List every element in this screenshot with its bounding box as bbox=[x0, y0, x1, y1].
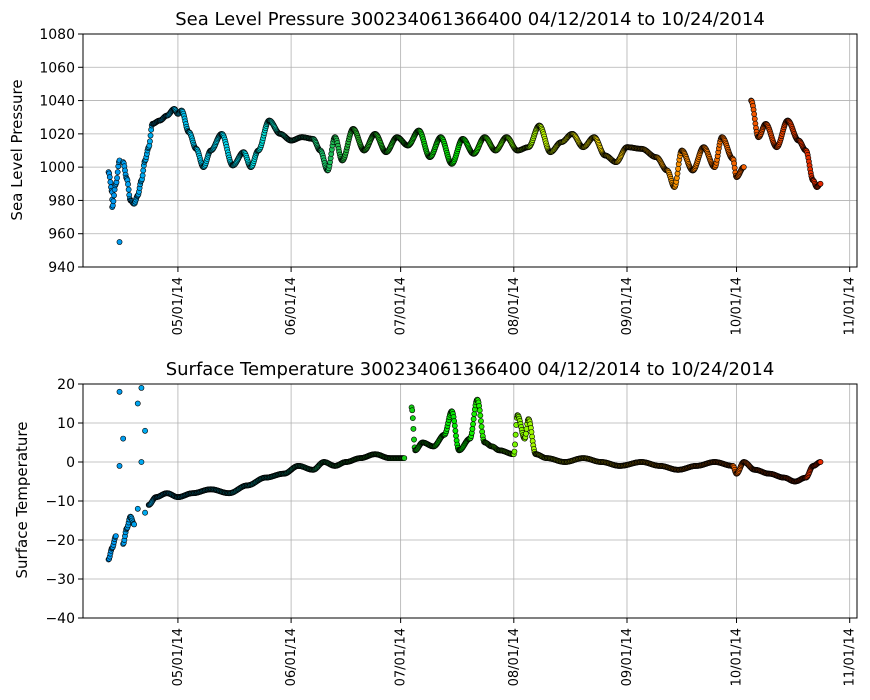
data-point bbox=[478, 423, 485, 430]
data-point bbox=[751, 115, 758, 122]
data-point bbox=[142, 509, 148, 516]
data-point bbox=[470, 421, 476, 428]
x-tick-label: 09/01/14 bbox=[620, 277, 635, 335]
pressure-x-ticks: 05/01/14 06/01/14 07/01/14 08/01/14 09/01/14… bbox=[171, 267, 858, 335]
data-point bbox=[469, 425, 476, 432]
data-point bbox=[106, 174, 113, 181]
pressure-y-ticks: 940 960 980 1000 1020 1040 1060 1080 bbox=[39, 27, 83, 276]
data-point bbox=[511, 448, 518, 455]
x-tick-label: 07/01/14 bbox=[394, 277, 409, 335]
data-point bbox=[740, 164, 747, 171]
data-point bbox=[116, 462, 123, 469]
data-point bbox=[674, 170, 681, 177]
y-tick-label: 1020 bbox=[39, 127, 75, 143]
data-point bbox=[401, 455, 408, 461]
data-point bbox=[134, 400, 141, 407]
data-point bbox=[112, 533, 119, 539]
data-point bbox=[409, 407, 416, 414]
data-point bbox=[817, 180, 824, 187]
pressure-y-axis-label: Sea Level Pressure bbox=[8, 79, 26, 220]
data-point bbox=[477, 412, 484, 419]
y-tick-label: −20 bbox=[45, 533, 75, 549]
data-point bbox=[470, 416, 477, 422]
temperature-points bbox=[105, 384, 824, 563]
data-point bbox=[111, 192, 117, 199]
x-tick-label: 06/01/14 bbox=[284, 628, 299, 686]
data-point bbox=[107, 179, 114, 186]
data-point bbox=[451, 422, 458, 429]
data-point bbox=[512, 441, 518, 448]
data-point bbox=[114, 169, 121, 176]
data-point bbox=[147, 138, 153, 145]
x-tick-label: 11/01/14 bbox=[843, 628, 858, 686]
y-tick-label: 1060 bbox=[39, 60, 75, 76]
x-tick-label: 11/01/14 bbox=[843, 277, 858, 335]
x-tick-label: 05/01/14 bbox=[171, 628, 186, 686]
data-point bbox=[116, 239, 123, 245]
data-point bbox=[125, 186, 132, 193]
y-tick-label: 1000 bbox=[39, 160, 75, 176]
x-tick-label: 08/01/14 bbox=[507, 628, 522, 686]
data-point bbox=[478, 418, 484, 424]
x-tick-label: 08/01/14 bbox=[507, 277, 522, 335]
x-tick-label: 07/01/14 bbox=[394, 628, 409, 686]
y-tick-label: −10 bbox=[45, 494, 75, 510]
data-point bbox=[116, 388, 123, 395]
data-point bbox=[451, 418, 458, 424]
y-tick-label: 10 bbox=[57, 416, 75, 432]
x-tick-label: 10/01/14 bbox=[730, 277, 745, 335]
x-tick-label: 10/01/14 bbox=[730, 628, 745, 686]
y-tick-label: 0 bbox=[66, 455, 75, 471]
data-point bbox=[140, 167, 147, 174]
temperature-chart: Surface Temperature 300234061366400 04/1… bbox=[13, 359, 858, 686]
pressure-chart-title: Sea Level Pressure 300234061366400 04/12… bbox=[175, 9, 765, 30]
data-point bbox=[125, 181, 131, 188]
y-tick-label: 1080 bbox=[39, 27, 75, 43]
data-point bbox=[817, 459, 824, 465]
data-point bbox=[411, 436, 417, 443]
data-point bbox=[114, 175, 120, 181]
data-point bbox=[453, 432, 459, 439]
y-tick-label: −40 bbox=[45, 611, 75, 627]
data-point bbox=[142, 427, 148, 434]
temperature-grid bbox=[83, 383, 857, 619]
pressure-chart: Sea Level Pressure 300234061366400 04/12… bbox=[8, 9, 858, 335]
data-point bbox=[147, 132, 154, 139]
temperature-x-ticks: 05/01/14 06/01/14 07/01/14 08/01/14 09/01/14… bbox=[171, 618, 858, 686]
data-point bbox=[409, 415, 416, 422]
x-tick-label: 05/01/14 bbox=[171, 277, 186, 335]
data-point bbox=[138, 459, 145, 465]
temperature-y-ticks: −40 −30 −20 −10 0 10 20 bbox=[45, 377, 83, 627]
y-tick-label: 980 bbox=[48, 193, 75, 209]
temperature-y-axis-label: Surface Temperature bbox=[13, 422, 31, 579]
y-tick-label: 20 bbox=[57, 377, 75, 393]
data-point bbox=[452, 427, 459, 434]
y-tick-label: 1040 bbox=[39, 94, 75, 110]
pressure-plot-area bbox=[82, 33, 858, 268]
data-point bbox=[751, 111, 758, 118]
pressure-points bbox=[105, 97, 824, 245]
data-point bbox=[134, 505, 141, 512]
data-point bbox=[410, 425, 417, 432]
data-point bbox=[110, 198, 117, 205]
data-point bbox=[523, 430, 529, 437]
data-point bbox=[138, 384, 145, 391]
data-point bbox=[139, 172, 146, 179]
y-tick-label: −30 bbox=[45, 572, 75, 588]
data-point bbox=[120, 435, 127, 442]
data-point bbox=[675, 165, 682, 172]
y-tick-label: 960 bbox=[48, 227, 75, 243]
temperature-chart-title: Surface Temperature 300234061366400 04/1… bbox=[166, 359, 775, 380]
y-tick-label: 940 bbox=[48, 260, 75, 276]
x-tick-label: 09/01/14 bbox=[620, 628, 635, 686]
data-point bbox=[512, 431, 519, 438]
x-tick-label: 06/01/14 bbox=[284, 277, 299, 335]
data-point bbox=[131, 521, 138, 528]
data-point bbox=[471, 411, 478, 417]
data-point bbox=[476, 407, 483, 414]
